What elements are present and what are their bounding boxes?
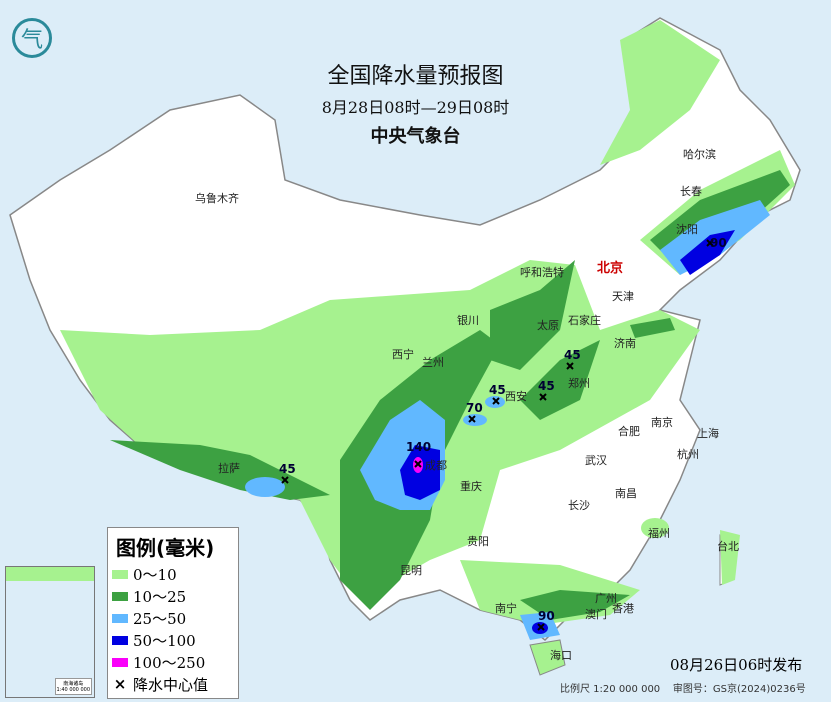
legend-item: 100～250 [112,651,238,673]
inset-caption: 南海诸岛 1:40 000 000 [54,678,92,695]
city-label: 昆明 [400,564,422,577]
rain-center-value: 45 [489,383,506,397]
city-label: 杭州 [677,448,699,461]
legend-item: 50～100 [112,629,238,651]
city-label: 合肥 [618,425,640,438]
city-label: 长春 [680,185,702,198]
city-label: 海口 [550,649,572,662]
inset-rain-area [6,567,94,581]
legend-item: 10～25 [112,585,238,607]
city-label: 福州 [648,527,670,540]
rain-center-value: 45 [564,348,581,362]
legend-item: 0～10 [112,563,238,585]
city-label: 南宁 [495,602,517,615]
city-label: 沈阳 [676,223,698,236]
city-label: 石家庄 [568,314,601,327]
south-china-sea-inset: 南海诸岛 1:40 000 000 [5,566,95,698]
rain-center-value: 70 [466,401,483,415]
city-label: 太原 [537,319,559,332]
rain-center-value: 140 [406,440,432,454]
city-label: 成都 [425,459,447,472]
map-title: 全国降水量预报图 [327,64,504,89]
hainan [529,639,566,676]
rain-center-value: 90 [538,609,555,623]
legend-item: × 降水中心值 [113,675,209,694]
city-label: 郑州 [568,377,590,390]
rain-center-value: 45 [538,379,555,393]
city-label: 澳门 [585,608,607,621]
issue-time: 08月26日06时发布 [670,656,803,674]
city-label: 天津 [612,290,634,303]
city-label: 武汉 [585,454,607,467]
city-label: 广州 [595,592,617,605]
city-label: 呼和浩特 [520,266,564,279]
city-label: 台北 [717,540,739,553]
city-label: 拉萨 [218,462,240,475]
city-label: 哈尔滨 [683,148,716,161]
city-label: 乌鲁木齐 [195,192,239,205]
legend-title: 图例(毫米) [116,536,215,560]
cma-logo: 气 [12,18,52,58]
forecast-period: 8月28日08时—29日08时 [321,98,510,117]
map-footer: 比例尺 1:20 000 000 审图号：GS京(2024)0236号 [560,684,806,695]
rain-center-value: 45 [279,462,296,476]
city-label: 长沙 [568,499,590,512]
city-label: 北京 [597,261,624,276]
city-label: 南京 [651,416,673,429]
city-label: 香港 [612,602,634,615]
city-label: 银川 [457,314,479,327]
city-label: 西安 [505,390,527,403]
city-label: 兰州 [422,356,444,369]
city-label: 贵阳 [467,535,489,548]
city-label: 济南 [614,337,636,350]
rain-center-value: 90 [710,236,727,250]
legend: 图例(毫米) 0～10 10～25 25～50 50～100 100～250 ×… [107,527,239,699]
rain-center-markers [281,239,714,631]
cross-icon: × [113,675,127,693]
legend-item: 25～50 [112,607,238,629]
rain-50-100-areas [400,230,735,634]
city-label: 重庆 [460,480,482,493]
city-label: 西宁 [392,348,414,361]
issuer: 中央气象台 [370,126,461,147]
city-label: 上海 [697,427,719,440]
city-label: 南昌 [615,487,637,500]
